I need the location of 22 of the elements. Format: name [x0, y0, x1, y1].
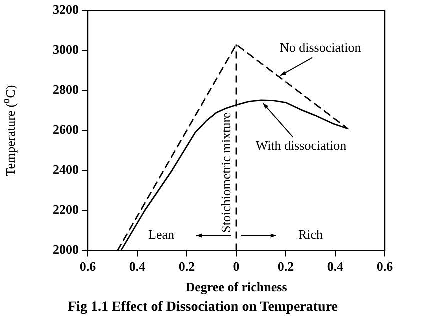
y-tick-label: 2800 [53, 82, 79, 98]
ref-line-label: Stoichiometric mixture [218, 112, 234, 233]
y-tick-label: 2400 [53, 162, 79, 178]
annotation: No dissociation [280, 40, 362, 56]
y-tick-label: 3000 [53, 42, 79, 58]
x-tick-label: 0 [233, 258, 240, 274]
x-axis-title: Degree of richness [186, 280, 288, 295]
y-tick-label: 2000 [53, 242, 79, 258]
x-tick-label: 0.4 [327, 258, 344, 274]
annotation: Lean [148, 227, 175, 242]
y-axis-title: Temperature (⁰C) [3, 85, 18, 176]
annotation: With dissociation [256, 138, 348, 153]
x-tick-label: 0.4 [129, 258, 146, 274]
x-tick-label: 0.6 [376, 258, 394, 274]
y-tick-label: 2200 [53, 202, 79, 218]
y-tick-label: 3200 [53, 2, 79, 18]
x-tick-label: 0.2 [278, 258, 294, 274]
annotation: Rich [298, 227, 324, 242]
y-tick-label: 2600 [53, 122, 79, 138]
text: Fig 1.1 Effect of Dissociation on Temperature [67, 300, 339, 316]
x-tick-label: 0.2 [178, 258, 196, 274]
x-tick-label: 0.6 [80, 258, 97, 274]
